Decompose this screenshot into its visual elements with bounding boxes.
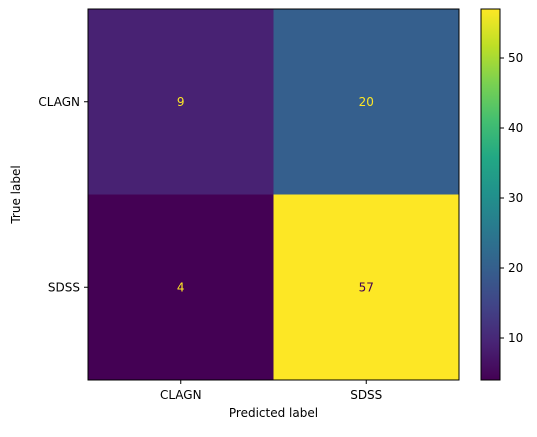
cell-value-label: 9 (177, 95, 185, 109)
cell-value-label: 20 (359, 95, 374, 109)
y-tick-label: CLAGN (38, 95, 80, 109)
heatmap-cells: 9 20 4 57 (88, 9, 459, 380)
colorbar: 10 20 30 40 50 (480, 8, 523, 381)
x-tick-label: SDSS (350, 388, 382, 402)
colorbar-tick-label: 10 (508, 331, 523, 345)
heatmap-cell (88, 9, 274, 195)
colorbar-tick-label: 50 (508, 51, 523, 65)
cell-value-label: 4 (177, 280, 185, 294)
x-axis-ticks: CLAGN SDSS (160, 380, 382, 402)
y-tick-label: SDSS (48, 280, 80, 294)
y-axis-label: True label (9, 165, 23, 224)
plot-frame (87, 8, 460, 381)
y-axis-ticks: CLAGN SDSS (38, 95, 88, 294)
heatmap-cell (273, 9, 459, 195)
cell-value-label: 57 (359, 280, 374, 294)
colorbar-ticks: 10 20 30 40 50 (500, 51, 523, 345)
x-tick-label: CLAGN (160, 388, 202, 402)
x-axis-label: Predicted label (229, 406, 318, 420)
colorbar-gradient (480, 8, 501, 381)
heatmap-cell (273, 194, 459, 380)
colorbar-tick-label: 30 (508, 191, 523, 205)
colorbar-tick-label: 20 (508, 261, 523, 275)
heatmap-cell (88, 194, 274, 380)
colorbar-tick-label: 40 (508, 121, 523, 135)
